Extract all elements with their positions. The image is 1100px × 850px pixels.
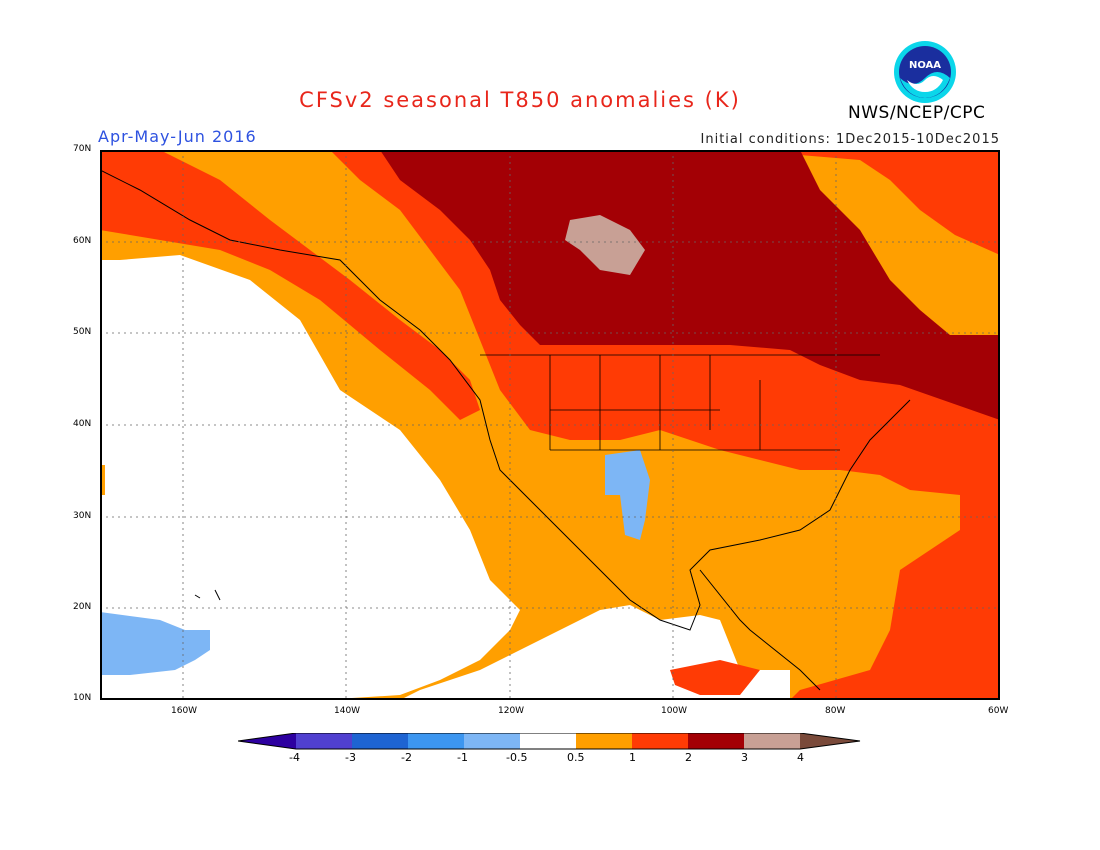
color-legend xyxy=(238,733,861,750)
legend-swatch xyxy=(352,733,408,749)
lat-label: 50N xyxy=(73,327,92,337)
legend-swatch xyxy=(464,733,520,749)
lon-label: 80W xyxy=(825,706,846,716)
anomaly-dark-red-region xyxy=(380,150,1000,420)
initial-conditions: Initial conditions: 1Dec2015-10Dec2015 xyxy=(700,132,1000,147)
svg-text:NOAA: NOAA xyxy=(909,60,941,71)
legend-label: 4 xyxy=(797,751,804,764)
legend-label: -4 xyxy=(289,751,300,764)
lat-label: 30N xyxy=(73,511,92,521)
anomaly-map xyxy=(100,150,1000,700)
legend-label: -2 xyxy=(401,751,412,764)
legend-label: 2 xyxy=(685,751,692,764)
lon-label: 100W xyxy=(661,706,688,716)
noaa-logo: NOAA xyxy=(894,41,956,103)
legend-swatch xyxy=(688,733,744,749)
legend-swatch xyxy=(576,733,632,749)
lat-label: 10N xyxy=(73,693,92,703)
legend-swatch xyxy=(632,733,688,749)
lat-label: 70N xyxy=(73,144,92,154)
lat-label: 40N xyxy=(73,419,92,429)
legend-label: 1 xyxy=(629,751,636,764)
forecast-period: Apr-May-Jun 2016 xyxy=(98,127,257,146)
lon-label: 140W xyxy=(334,706,361,716)
legend-swatch xyxy=(238,733,296,749)
lon-label: 160W xyxy=(171,706,198,716)
map-frame xyxy=(100,150,1000,700)
legend-label: 0.5 xyxy=(567,751,585,764)
legend-swatch xyxy=(520,733,576,749)
legend-label: -3 xyxy=(345,751,356,764)
anomaly-blue-regions xyxy=(100,450,650,675)
legend-label: -0.5 xyxy=(506,751,528,764)
legend-label: 3 xyxy=(741,751,748,764)
lat-label: 20N xyxy=(73,602,92,612)
lon-label: 60W xyxy=(988,706,1009,716)
coastlines xyxy=(100,169,911,691)
legend-swatch xyxy=(296,733,352,749)
lon-label: 120W xyxy=(498,706,525,716)
legend-swatch xyxy=(408,733,464,749)
legend-swatch xyxy=(800,733,860,749)
lat-label: 60N xyxy=(73,236,92,246)
anomaly-tan-region xyxy=(565,215,645,275)
agency-label: NWS/NCEP/CPC xyxy=(848,103,986,123)
map-title: CFSv2 seasonal T850 anomalies (K) xyxy=(299,88,741,112)
state-borders xyxy=(480,354,880,451)
legend-label: -1 xyxy=(457,751,468,764)
graticule xyxy=(100,150,1000,700)
legend-swatch xyxy=(744,733,800,749)
